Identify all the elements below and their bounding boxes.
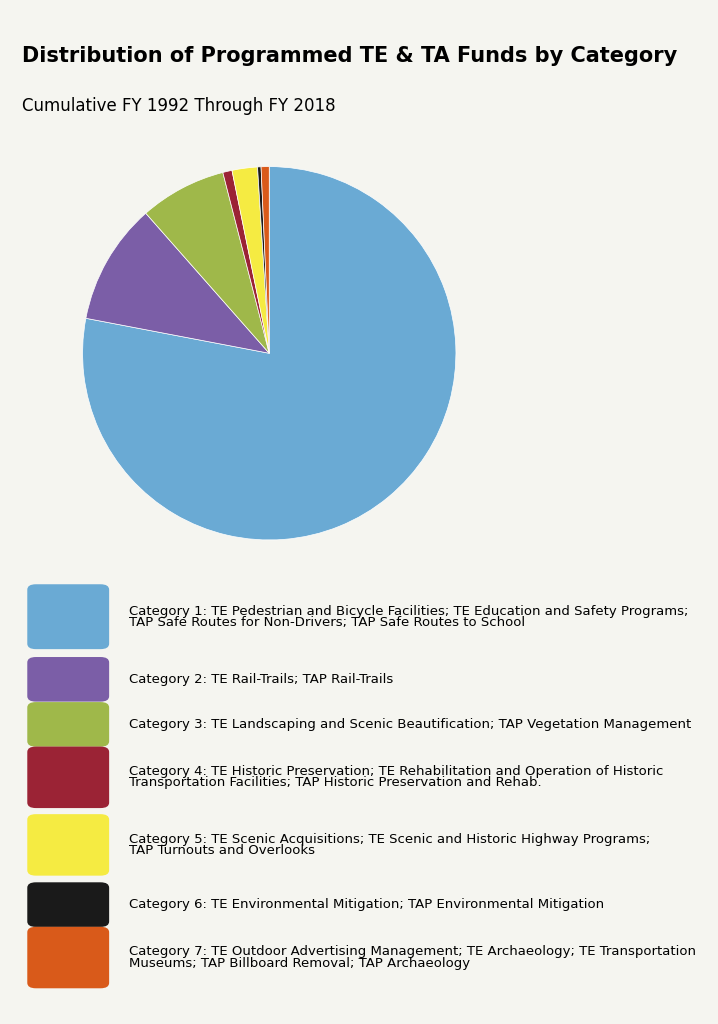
FancyBboxPatch shape — [27, 927, 109, 988]
FancyBboxPatch shape — [27, 883, 109, 927]
Text: Distribution of Programmed TE & TA Funds by Category: Distribution of Programmed TE & TA Funds… — [22, 46, 677, 67]
Text: TAP Turnouts and Overlooks: TAP Turnouts and Overlooks — [129, 844, 315, 857]
Wedge shape — [232, 167, 269, 353]
Text: Category 6: TE Environmental Mitigation; TAP Environmental Mitigation: Category 6: TE Environmental Mitigation;… — [129, 898, 605, 911]
Wedge shape — [146, 172, 269, 353]
Wedge shape — [86, 213, 269, 353]
FancyBboxPatch shape — [27, 657, 109, 701]
Text: Category 1: TE Pedestrian and Bicycle Facilities; TE Education and Safety Progra: Category 1: TE Pedestrian and Bicycle Fa… — [129, 604, 689, 617]
Text: Category 3: TE Landscaping and Scenic Beautification; TAP Vegetation Management: Category 3: TE Landscaping and Scenic Be… — [129, 718, 691, 731]
Text: Category 4: TE Historic Preservation; TE Rehabilitation and Operation of Histori: Category 4: TE Historic Preservation; TE… — [129, 765, 663, 778]
Wedge shape — [83, 167, 456, 540]
FancyBboxPatch shape — [27, 746, 109, 808]
FancyBboxPatch shape — [27, 702, 109, 746]
Text: Category 7: TE Outdoor Advertising Management; TE Archaeology; TE Transportation: Category 7: TE Outdoor Advertising Manag… — [129, 945, 696, 958]
FancyBboxPatch shape — [27, 814, 109, 876]
Text: Museums; TAP Billboard Removal; TAP Archaeology: Museums; TAP Billboard Removal; TAP Arch… — [129, 956, 470, 970]
Wedge shape — [258, 167, 269, 353]
Text: Cumulative FY 1992 Through FY 2018: Cumulative FY 1992 Through FY 2018 — [22, 97, 335, 116]
Text: Transportation Facilities; TAP Historic Preservation and Rehab.: Transportation Facilities; TAP Historic … — [129, 776, 542, 790]
Text: TAP Safe Routes for Non-Drivers; TAP Safe Routes to School: TAP Safe Routes for Non-Drivers; TAP Saf… — [129, 615, 526, 629]
FancyBboxPatch shape — [27, 585, 109, 649]
Wedge shape — [261, 167, 269, 353]
Wedge shape — [223, 170, 269, 353]
Text: Category 2: TE Rail-Trails; TAP Rail-Trails: Category 2: TE Rail-Trails; TAP Rail-Tra… — [129, 673, 393, 686]
Text: Category 5: TE Scenic Acquisitions; TE Scenic and Historic Highway Programs;: Category 5: TE Scenic Acquisitions; TE S… — [129, 833, 651, 846]
